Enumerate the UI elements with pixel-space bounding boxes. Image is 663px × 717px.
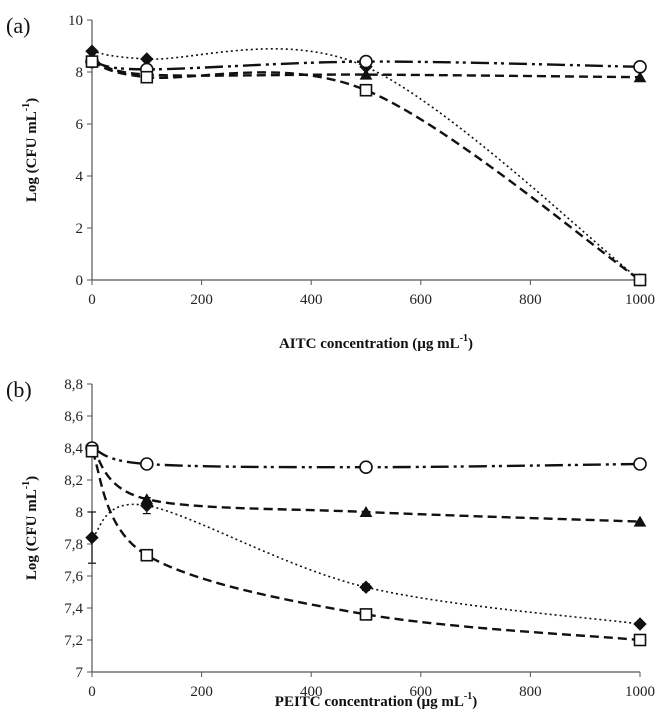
y-tick-label: 7,4 xyxy=(64,601,83,617)
y-tick-label: 8,4 xyxy=(64,441,83,457)
x-tick-label: 200 xyxy=(190,292,213,308)
series-0 xyxy=(85,44,647,287)
y-tick-label: 7,6 xyxy=(64,569,83,585)
y-axis-label-exp: -1 xyxy=(21,103,32,111)
x-axis-label-close: ) xyxy=(472,694,477,710)
series-2-point xyxy=(633,60,647,74)
chart-panel-0: (a) 0 2 4 6 8 10 0 200 400 600 800 1000 AITC concentr… xyxy=(6,13,655,352)
series-2-point xyxy=(359,54,373,69)
x-tick-label: 1000 xyxy=(625,684,655,700)
y-tick-label: 7,8 xyxy=(64,537,83,553)
x-axis-label-close: ) xyxy=(468,336,473,352)
series-1-line xyxy=(91,447,641,523)
series-3-point xyxy=(85,444,99,458)
panel-label: (a) xyxy=(6,13,30,38)
x-axis-label-unit: (µg mL xyxy=(412,336,459,352)
series-1-point xyxy=(140,493,154,505)
x-axis-label-name: PEITC concentration xyxy=(275,694,417,710)
series-3 xyxy=(85,55,647,287)
series-3-point xyxy=(140,70,154,84)
x-axis-label: PEITC concentration (µg mL-1) xyxy=(275,691,477,710)
series-1-point xyxy=(359,506,373,517)
x-axis-label: AITC concentration (µg mL-1) xyxy=(279,333,473,352)
y-tick-label: 6 xyxy=(76,117,84,133)
y-tick-label: 8 xyxy=(76,65,84,81)
y-tick-label: 0 xyxy=(76,273,84,289)
series-0-point xyxy=(85,530,99,545)
series-1-point xyxy=(359,68,373,80)
x-axis-label-exp: -1 xyxy=(464,691,472,702)
series-0-point xyxy=(359,580,373,594)
series-0-line xyxy=(91,503,641,625)
y-tick-label: 7,2 xyxy=(64,633,83,649)
series-2-point xyxy=(140,457,154,471)
y-axis-label: Log (CFU mL-1) xyxy=(21,476,40,580)
x-axis-label-name: AITC concentration xyxy=(279,336,412,352)
x-tick-label: 400 xyxy=(300,684,323,700)
x-tick-label: 0 xyxy=(88,684,96,700)
y-tick-label: 8,6 xyxy=(64,409,83,425)
y-tick-label: 7 xyxy=(76,665,84,681)
x-axis-label-exp: -1 xyxy=(460,333,468,344)
series-0-line xyxy=(91,48,641,281)
series-3-line xyxy=(91,60,641,281)
y-tick-label: 4 xyxy=(76,169,84,185)
y-tick-label: 8,8 xyxy=(64,377,83,393)
series-2 xyxy=(85,441,647,475)
y-tick-label: 8,2 xyxy=(64,473,83,489)
y-axis-label-close: ) xyxy=(24,476,40,481)
x-tick-label: 600 xyxy=(410,684,433,700)
series-3-point xyxy=(140,548,154,562)
panel-label: (b) xyxy=(6,377,32,402)
x-tick-label: 200 xyxy=(190,684,213,700)
series-3-point xyxy=(359,608,373,621)
x-tick-label: 600 xyxy=(410,292,433,308)
x-axis-label-unit: (µg mL xyxy=(416,694,463,710)
series-1-point xyxy=(633,71,647,83)
series-3-point xyxy=(359,83,373,97)
series-3-line xyxy=(90,450,641,642)
y-axis-label-name: Log (CFU mL xyxy=(24,111,40,202)
series-3-point xyxy=(633,633,647,647)
series-1 xyxy=(85,442,647,527)
x-tick-label: 800 xyxy=(519,292,542,308)
y-tick-label: 8 xyxy=(76,505,84,521)
y-tick-label: 10 xyxy=(68,13,83,29)
x-tick-label: 1000 xyxy=(625,292,655,308)
y-axis-label-exp: -1 xyxy=(21,481,32,489)
chart-panel-1: (b) 7 7,2 7,4 7,6 7,8 8 8,2 8,4 8,6 8,8 0 200 400 600 8… xyxy=(6,377,655,710)
x-tick-label: 800 xyxy=(519,684,542,700)
series-1-point xyxy=(633,515,647,527)
x-tick-label: 400 xyxy=(300,292,323,308)
series-3 xyxy=(85,444,647,647)
series-2-point xyxy=(633,457,647,471)
y-axis-label-name: Log (CFU mL xyxy=(24,489,40,580)
y-tick-label: 2 xyxy=(76,221,84,237)
series-0-point xyxy=(633,617,647,631)
x-tick-label: 0 xyxy=(88,292,96,308)
series-3-point xyxy=(633,273,647,287)
y-axis-label: Log (CFU mL-1) xyxy=(21,98,40,202)
series-2-line xyxy=(91,446,641,469)
series-2-point xyxy=(359,460,373,475)
series-2-line xyxy=(91,60,641,71)
series-3-point xyxy=(85,55,99,68)
y-axis-label-close: ) xyxy=(24,98,40,103)
